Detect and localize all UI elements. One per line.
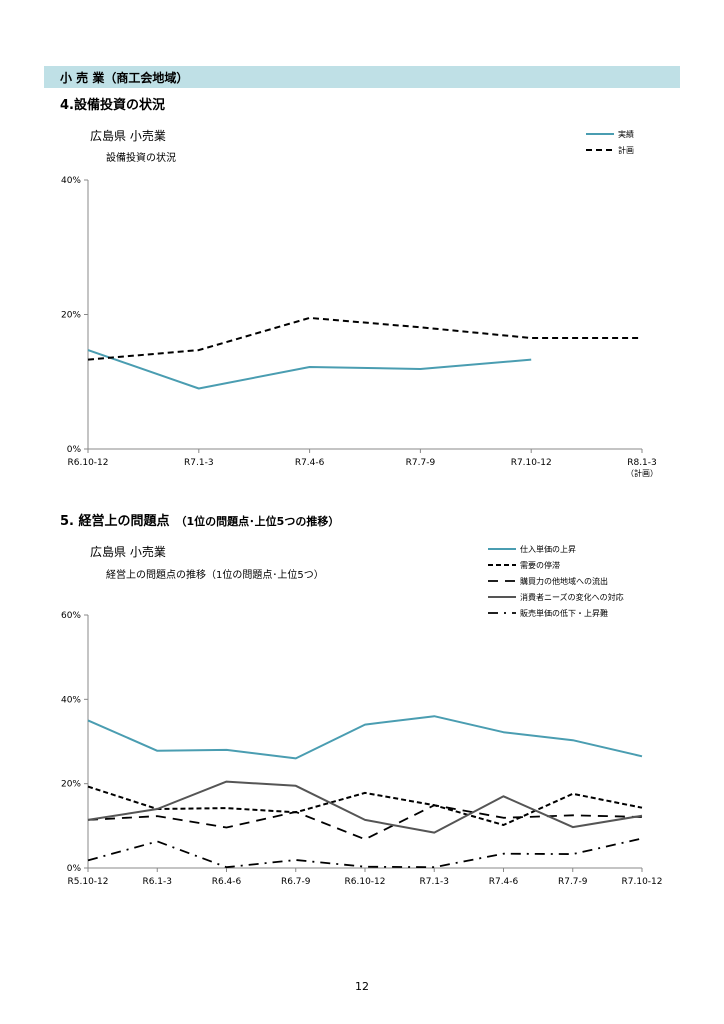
series-line-4 xyxy=(87,780,643,834)
x-tick-label: R6.10-12 xyxy=(345,877,386,887)
x-tick-note: （計画） xyxy=(626,468,658,478)
legend-swatch xyxy=(488,580,516,582)
y-tick-label: 40% xyxy=(61,176,81,186)
y-tick-label: 60% xyxy=(61,611,81,621)
y-tick-label: 20% xyxy=(61,311,81,321)
x-tick-label: R6.4-6 xyxy=(212,877,242,887)
legend-label: 実績 xyxy=(618,129,634,139)
series-line-2 xyxy=(87,785,643,826)
legend-swatch xyxy=(488,564,516,566)
chart1-title: 広島県 小売業 xyxy=(90,129,166,143)
chart1-plot: 0% 20% 40% R6.10-12 R7.1-3 R7.4-6 R7.7-9 R7.10-… xyxy=(61,176,658,478)
x-tick-label: R7.10-12 xyxy=(511,458,552,468)
legend-swatch xyxy=(488,548,516,550)
section5-title: 5. 経営上の問題点 （1位の問題点･上位5つの推移） xyxy=(60,510,339,529)
chart1-subtitle: 設備投資の状況 xyxy=(106,153,176,164)
legend-item: 仕入単価の上昇 xyxy=(488,541,624,557)
legend-item: 販売単価の低下・上昇難 xyxy=(488,605,624,621)
series-line-1 xyxy=(87,349,532,390)
legend-swatch xyxy=(586,149,614,151)
y-tick-label: 20% xyxy=(61,780,81,790)
chart1-legend: 実績 計画 xyxy=(586,126,634,158)
legend-item: 消費者ニーズの変化への対応 xyxy=(488,589,624,605)
legend-label: 購買力の他地域への流出 xyxy=(520,576,608,586)
chart2-subtitle: 経営上の問題点の推移（1位の問題点･上位5つ） xyxy=(106,570,324,581)
series-line-1 xyxy=(87,715,643,760)
section5-title-main: 5. 経営上の問題点 xyxy=(60,514,170,529)
x-tick-label: R5.10-12 xyxy=(68,877,109,887)
x-tick-label: R8.1-3 xyxy=(627,458,657,468)
legend-label: 仕入単価の上昇 xyxy=(520,544,576,554)
x-tick-label: R7.7-9 xyxy=(558,877,588,887)
legend-label: 計画 xyxy=(618,145,634,155)
x-tick-label: R7.4-6 xyxy=(295,458,325,468)
x-tick-label: R7.4-6 xyxy=(489,877,519,887)
legend-item: 購買力の他地域への流出 xyxy=(488,573,624,589)
x-tick-label: R7.10-12 xyxy=(622,877,663,887)
legend-swatch xyxy=(586,133,614,135)
legend-swatch xyxy=(488,596,516,598)
series-line-3 xyxy=(87,804,643,841)
chart2-legend: 仕入単価の上昇 需要の停滞購買力の他地域への流出消費者ニーズの変化への対応 販売単価… xyxy=(488,541,624,621)
x-tick-label: R6.10-12 xyxy=(68,458,109,468)
legend-label: 需要の停滞 xyxy=(520,560,560,570)
y-tick-label: 40% xyxy=(61,695,81,705)
chart2-title: 広島県 小売業 xyxy=(90,545,166,559)
legend-item: 実績 xyxy=(586,126,634,142)
series-line-5 xyxy=(87,837,643,869)
legend-item: 計画 xyxy=(586,142,634,158)
section4-title: 4.設備投資の状況 xyxy=(60,98,165,113)
legend-label: 販売単価の低下・上昇難 xyxy=(520,608,608,618)
legend-label: 消費者ニーズの変化への対応 xyxy=(520,592,624,602)
section-band-label: 小 売 業（商工会地域） xyxy=(60,71,189,85)
page-number: 12 xyxy=(355,980,369,993)
series-line-2 xyxy=(87,316,642,361)
legend-item: 需要の停滞 xyxy=(488,557,624,573)
y-tick-label: 0% xyxy=(67,445,82,455)
y-tick-label: 0% xyxy=(67,864,82,874)
x-tick-label: R6.7-9 xyxy=(281,877,311,887)
x-tick-label: R7.1-3 xyxy=(419,877,449,887)
x-tick-label: R7.1-3 xyxy=(184,458,214,468)
x-tick-label: R6.1-3 xyxy=(142,877,172,887)
x-tick-label: R7.7-9 xyxy=(406,458,436,468)
section5-title-sub: （1位の問題点･上位5つの推移） xyxy=(175,515,340,528)
legend-swatch xyxy=(488,612,516,614)
section-band xyxy=(44,66,680,88)
